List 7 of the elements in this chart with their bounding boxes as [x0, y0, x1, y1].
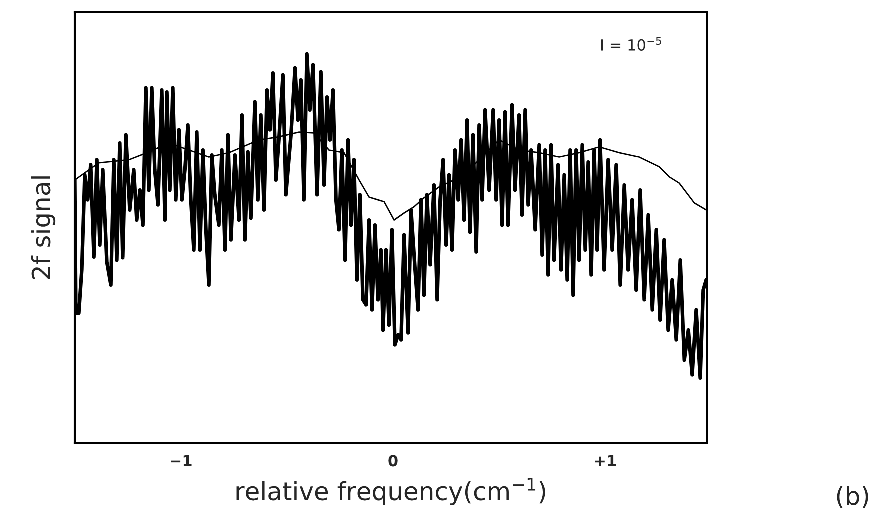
y-axis-title: 2f signal [31, 176, 56, 280]
x-tick-label: 0 [388, 455, 398, 467]
text: (b) [837, 486, 868, 508]
text: I = 10$^{−5}$ [601, 37, 662, 51]
x-axis-title: relative frequency(cm$^{−1}$) [236, 478, 546, 506]
x-tick-label: +1 [595, 455, 616, 466]
x-tick-label: −1 [170, 455, 192, 466]
